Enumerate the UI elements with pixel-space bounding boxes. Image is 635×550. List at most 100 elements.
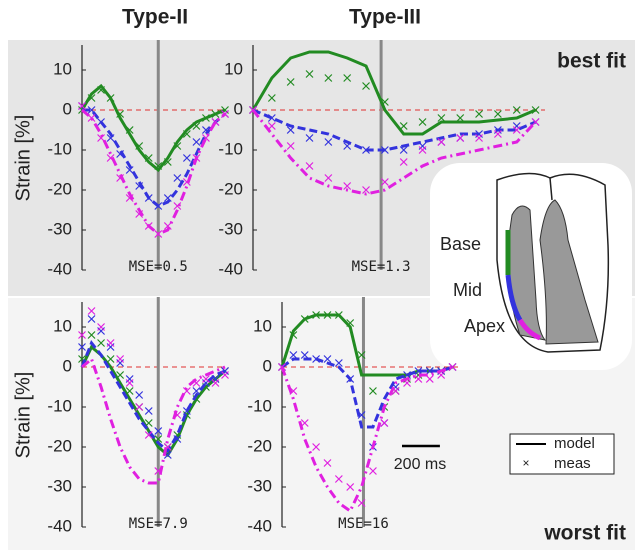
column-title: Type-II: [122, 6, 188, 29]
heart-diagram: Base Mid Apex: [430, 163, 632, 370]
mse-label: MSE=7.9: [129, 516, 188, 532]
meas-point: [163, 222, 172, 230]
heart-line: [549, 177, 553, 201]
meas-point: [267, 94, 276, 102]
heart-label: Apex: [464, 316, 505, 336]
meas-point: [267, 114, 276, 122]
meas-point: [78, 343, 86, 351]
meas-point: [192, 387, 201, 395]
meas-point: [163, 194, 172, 202]
meas-point: [97, 339, 105, 347]
meas-point: [173, 202, 182, 210]
row-label: worst fit: [543, 522, 626, 545]
legend: × model meas: [509, 433, 615, 475]
meas-point: [399, 158, 408, 166]
meas-point: [202, 114, 210, 122]
meas-point: [202, 126, 210, 134]
meas-point: [221, 110, 229, 118]
meas-point: [531, 106, 540, 114]
meas-point: [334, 359, 343, 367]
y-tick-label: -10: [47, 396, 72, 415]
y-tick-label: -40: [218, 259, 243, 278]
meas-point: [362, 186, 370, 194]
meas-point: [87, 114, 96, 122]
meas-point: [135, 210, 144, 218]
meas-point: [362, 82, 370, 90]
meas-point: [414, 367, 423, 375]
legend-cross: ×: [522, 456, 529, 470]
meas-point: [97, 86, 105, 94]
meas-point: [305, 134, 314, 142]
meas-point: [144, 431, 153, 439]
meas-point: [144, 222, 153, 230]
meas-point: [97, 323, 105, 331]
y-tick-label: 0: [263, 356, 272, 375]
meas-point: [380, 146, 389, 154]
mse-label: MSE=0.5: [129, 259, 188, 275]
y-tick-label: -10: [47, 139, 72, 158]
meas-point: [97, 118, 105, 126]
meas-point: [437, 371, 446, 379]
meas-point: [87, 331, 96, 339]
meas-point: [323, 311, 332, 319]
meas-point: [346, 319, 355, 327]
meas-point: [125, 166, 134, 174]
meas-point: [87, 315, 96, 323]
meas-point: [173, 142, 182, 150]
mse-label: MSE=1.3: [352, 259, 411, 275]
meas-point: [437, 114, 446, 122]
meas-point: [135, 142, 144, 150]
model-line: [82, 108, 226, 208]
legend-box: [509, 433, 615, 475]
scale-bar-label: 200 ms: [394, 456, 446, 473]
meas-point: [305, 70, 314, 78]
meas-point: [278, 363, 286, 371]
y-tick-label: 10: [53, 59, 72, 78]
meas-point: [144, 419, 153, 427]
column-title: Type-III: [349, 6, 421, 29]
model-line: [251, 109, 537, 196]
meas-point: [391, 387, 400, 395]
meas-point: [437, 138, 446, 146]
y-tick-label: -20: [218, 179, 243, 198]
meas-point: [182, 154, 191, 162]
meas-point: [173, 435, 182, 443]
meas-point: [414, 375, 423, 383]
model-line: [251, 50, 537, 136]
meas-point: [125, 126, 134, 134]
meas-point: [399, 146, 408, 154]
meas-point: [418, 118, 427, 126]
meas-point: [403, 379, 411, 387]
meas-point: [493, 110, 502, 118]
meas-point: [456, 114, 465, 122]
meas-point: [163, 158, 172, 166]
meas-point: [312, 355, 321, 363]
meas-point: [221, 371, 229, 379]
meas-point: [154, 427, 163, 435]
meas-point: [357, 351, 366, 359]
y-tick-label: -30: [218, 219, 243, 238]
y-tick-label: 10: [53, 316, 72, 335]
meas-point: [300, 351, 309, 359]
meas-point: [286, 78, 295, 86]
meas-point: [369, 467, 377, 475]
y-tick-label: -10: [218, 139, 243, 158]
meas-point: [312, 443, 321, 451]
legend-label: meas: [554, 455, 591, 472]
meas-point: [323, 355, 332, 363]
meas-point: [425, 375, 434, 383]
meas-point: [380, 98, 389, 106]
y-tick-label: 10: [224, 59, 243, 78]
meas-point: [106, 134, 115, 142]
apex-segment: [517, 318, 542, 341]
meas-point: [154, 162, 163, 170]
meas-point: [116, 174, 125, 182]
meas-point: [289, 331, 298, 339]
y-tick-label: -20: [247, 436, 272, 455]
meas-point: [531, 118, 540, 126]
meas-point: [78, 331, 86, 339]
model-line: [281, 357, 454, 429]
y-tick-label: -20: [47, 436, 72, 455]
meas-point: [324, 74, 333, 82]
